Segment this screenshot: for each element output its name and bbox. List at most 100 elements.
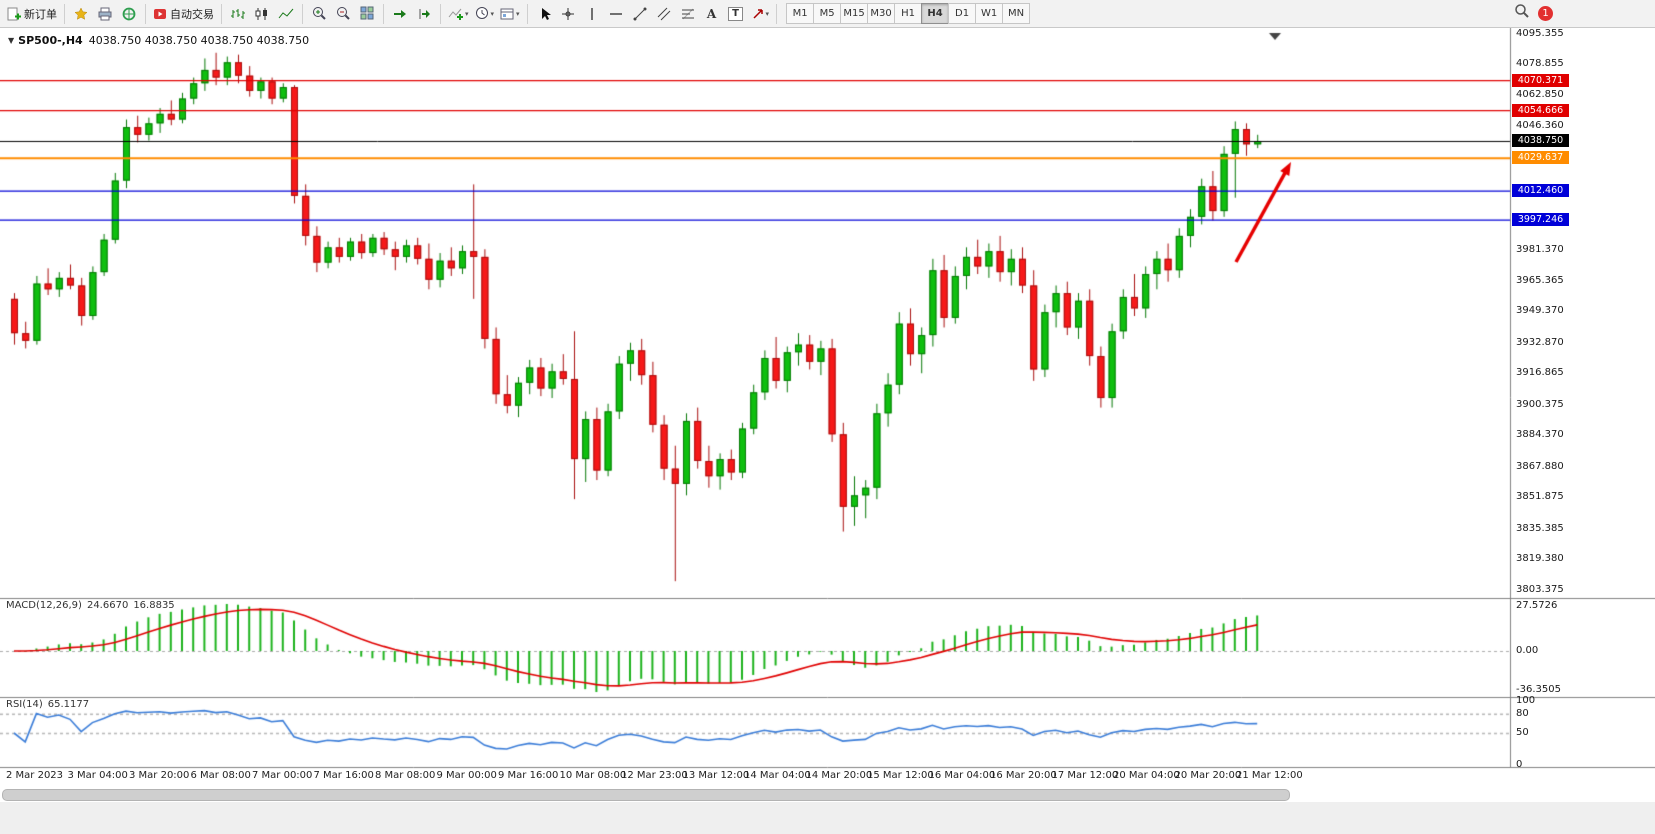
text-label-icon: T — [728, 6, 743, 21]
new-order-icon — [7, 7, 21, 21]
price-line-badge: 4070.371 — [1512, 73, 1569, 87]
timeframe-m5[interactable]: M5 — [813, 3, 842, 24]
zoom-out-icon — [336, 6, 351, 21]
current-price-badge: 4038.750 — [1512, 133, 1569, 147]
template-icon — [500, 7, 515, 21]
bar-chart-icon — [230, 7, 246, 21]
caret-icon: ▾ — [490, 9, 495, 18]
price-axis-label: 3965.365 — [1516, 274, 1564, 286]
price-axis-label: 3851.875 — [1516, 491, 1564, 503]
cursor-icon — [537, 7, 551, 21]
separator — [440, 3, 441, 24]
channel-icon — [657, 7, 671, 21]
main-toolbar: 新订单 自动交易 ▾ ▾ ▾ A T ▾ M1 M5 M15 M30 H1 H4 D1 W1 M… — [0, 0, 1655, 28]
horizontal-line-icon — [609, 7, 623, 21]
time-axis-label: 14 Mar 04:00 — [744, 770, 811, 781]
cursor-tool-button[interactable] — [532, 3, 556, 25]
zoom-in-button[interactable] — [307, 3, 331, 25]
separator — [526, 3, 528, 24]
separator — [221, 3, 222, 24]
chart-shift-icon — [417, 7, 432, 21]
favorites-button[interactable] — [69, 3, 93, 25]
new-order-button[interactable]: 新订单 — [4, 3, 60, 25]
price-axis-label: 3803.375 — [1516, 584, 1564, 595]
channel-tool-button[interactable] — [652, 3, 676, 25]
print-button[interactable] — [93, 3, 117, 25]
toolbar-right-group: 1 — [1514, 3, 1553, 23]
horizontal-scrollbar[interactable] — [2, 789, 1290, 801]
arrows-tool-button[interactable]: ▾ — [748, 3, 773, 25]
time-axis-label: 20 Mar 04:00 — [1113, 770, 1180, 781]
time-axis-label: 21 Mar 12:00 — [1236, 770, 1303, 781]
timeframe-d1[interactable]: D1 — [948, 3, 977, 24]
fibonacci-tool-button[interactable] — [676, 3, 700, 25]
time-axis-label: 3 Mar 04:00 — [67, 770, 128, 781]
price-line-badge: 4029.637 — [1512, 151, 1569, 165]
text-label-tool-button[interactable]: T — [724, 3, 748, 25]
autotrading-button[interactable]: 自动交易 — [150, 3, 217, 25]
vertical-line-tool-button[interactable] — [580, 3, 604, 25]
fibonacci-icon — [681, 7, 695, 21]
window-bottom-area — [0, 802, 1655, 834]
price-axis-label: 3819.380 — [1516, 553, 1564, 565]
time-axis-label: 16 Mar 20:00 — [990, 770, 1057, 781]
chart-shift-button[interactable] — [412, 3, 436, 25]
time-axis-label: 8 Mar 08:00 — [375, 770, 436, 781]
new-order-label: 新订单 — [24, 7, 57, 21]
caret-icon: ▾ — [465, 9, 469, 18]
indicators-icon — [448, 7, 464, 21]
templates-button[interactable]: ▾ — [497, 3, 523, 25]
timeframe-m1[interactable]: M1 — [786, 3, 815, 24]
separator — [145, 3, 146, 24]
time-axis-label: 3 Mar 20:00 — [129, 770, 190, 781]
crosshair-tool-button[interactable] — [556, 3, 580, 25]
zoom-out-button[interactable] — [331, 3, 355, 25]
separator — [776, 3, 778, 24]
notification-badge[interactable]: 1 — [1538, 5, 1553, 21]
chart-canvas[interactable] — [0, 28, 1655, 773]
time-axis-label: 9 Mar 00:00 — [436, 770, 497, 781]
text-tool-button[interactable]: A — [700, 3, 724, 25]
candlestick-chart-button[interactable] — [250, 3, 274, 25]
macd-name: MACD(12,26,9) — [6, 600, 82, 611]
time-axis-label: 13 Mar 12:00 — [682, 770, 750, 781]
timeframe-mn[interactable]: MN — [1002, 3, 1031, 24]
trendline-tool-button[interactable] — [628, 3, 652, 25]
time-axis-label: 6 Mar 08:00 — [190, 770, 251, 781]
line-chart-button[interactable] — [274, 3, 298, 25]
macd-axis-min-label: -36.3505 — [1516, 684, 1561, 695]
timeframe-h4[interactable]: H4 — [921, 3, 950, 24]
price-axis-label: 3932.870 — [1516, 336, 1564, 348]
search-icon[interactable] — [1514, 3, 1530, 23]
tile-windows-button[interactable] — [355, 3, 379, 25]
timeframe-w1[interactable]: W1 — [975, 3, 1004, 24]
price-axis-label: 3900.375 — [1516, 398, 1564, 410]
periods-button[interactable]: ▾ — [472, 3, 498, 25]
text-tool-icon: A — [706, 6, 717, 21]
auto-scroll-button[interactable] — [388, 3, 412, 25]
star-icon — [74, 6, 88, 21]
macd-main-value: 24.6670 — [86, 600, 129, 611]
timeframe-h1[interactable]: H1 — [894, 3, 923, 24]
time-axis-label: 2 Mar 2023 — [6, 770, 64, 781]
chart-dropdown-icon[interactable]: ▼ — [8, 36, 15, 45]
tile-windows-icon — [360, 6, 375, 21]
price-line-badge: 3997.246 — [1512, 213, 1569, 227]
autotrading-label: 自动交易 — [170, 7, 214, 21]
horizontal-line-tool-button[interactable] — [604, 3, 628, 25]
chart-ohlc-header: ▼ SP500-,H4 4038.750 4038.750 4038.750 4… — [8, 34, 309, 47]
community-button[interactable] — [117, 3, 141, 25]
time-axis-label: 7 Mar 16:00 — [313, 770, 374, 781]
time-axis-label: 16 Mar 04:00 — [928, 770, 996, 781]
zoom-in-icon — [312, 6, 327, 21]
bar-chart-button[interactable] — [226, 3, 250, 25]
timeframe-m15[interactable]: M15 — [840, 3, 869, 24]
timeframe-m30[interactable]: M30 — [867, 3, 896, 24]
caret-icon: ▾ — [516, 9, 520, 18]
time-axis-label: 20 Mar 20:00 — [1174, 770, 1242, 781]
indicators-button[interactable]: ▾ — [445, 3, 472, 25]
time-axis-label: 9 Mar 16:00 — [498, 770, 559, 781]
line-chart-icon — [278, 7, 294, 21]
price-axis-label: 3884.370 — [1516, 429, 1564, 441]
